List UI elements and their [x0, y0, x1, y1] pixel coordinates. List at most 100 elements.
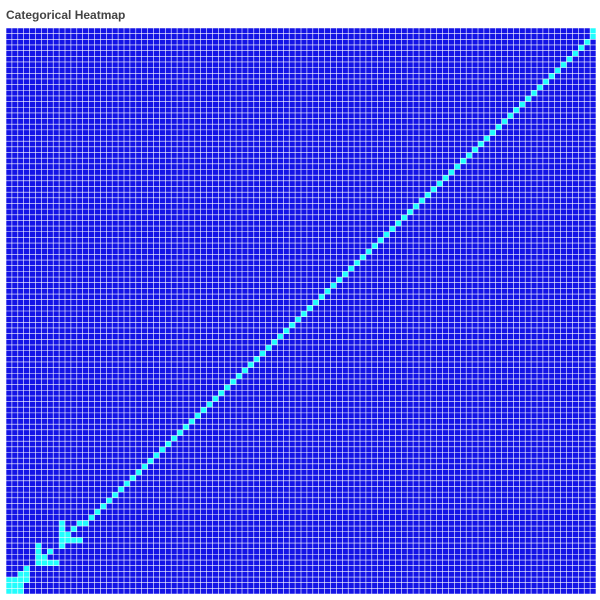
heatmap-highlight-cell [348, 265, 355, 272]
heatmap-highlight-cell [17, 588, 24, 594]
heatmap-highlight-cell [537, 84, 543, 91]
heatmap-highlight-cell [478, 141, 484, 147]
heatmap-highlight-cell [236, 373, 242, 379]
heatmap-highlight-cell [354, 260, 360, 266]
heatmap-highlight-cell [371, 243, 378, 249]
heatmap-highlight-cell [342, 271, 349, 278]
heatmap-highlight-cell [17, 577, 24, 583]
heatmap-highlight-cell [35, 554, 42, 561]
heatmap-highlight-cell [430, 186, 437, 193]
heatmap-highlight-cell [147, 458, 154, 464]
heatmap-highlight-cell [65, 531, 71, 538]
heatmap-highlight-cell [301, 311, 307, 317]
heatmap-highlight-cell [88, 514, 95, 521]
heatmap-highlight-cell [171, 435, 178, 442]
heatmap-highlight-cell [17, 582, 24, 589]
heatmap-highlight-cell [11, 588, 18, 594]
heatmap-highlight-cell [548, 73, 555, 79]
heatmap-highlight-cell [578, 44, 585, 51]
heatmap-highlight-cell [59, 531, 65, 538]
heatmap-highlight-cell [183, 424, 189, 430]
heatmap-highlight-cell [247, 361, 254, 368]
heatmap-highlight-cell [6, 577, 12, 583]
heatmap-highlight-cell [11, 577, 18, 583]
heatmap-highlight-cell [472, 146, 478, 153]
heatmap-highlight-cell [6, 588, 12, 594]
heatmap-highlight-cell [483, 135, 490, 142]
heatmap-highlight-cell [41, 560, 48, 566]
heatmap-highlight-cell [59, 543, 65, 549]
heatmap-highlight-cell [59, 537, 65, 544]
heatmap-highlight-cell [454, 163, 461, 170]
heatmap-highlight-cell [460, 158, 467, 164]
heatmap-highlight-cell [153, 452, 160, 459]
heatmap-highlight-cell [124, 480, 130, 487]
chart-title: Categorical Heatmap [6, 8, 126, 22]
heatmap-highlight-cell [389, 226, 396, 232]
heatmap-highlight-cell [424, 192, 431, 198]
heatmap-highlight-cell [330, 282, 337, 289]
heatmap-highlight-cell [177, 429, 183, 436]
heatmap-highlight-cell [212, 395, 219, 402]
heatmap-highlight-cell [159, 446, 166, 453]
heatmap-highlight-cell [194, 412, 201, 419]
heatmap-gridlines [5, 27, 597, 595]
heatmap-highlight-cell [542, 78, 549, 85]
heatmap-highlight-cell [531, 90, 537, 96]
heatmap-highlight-cell [560, 61, 567, 68]
heatmap-highlight-cell [277, 333, 284, 340]
heatmap-highlight-cell [118, 486, 124, 493]
heatmap-highlight-cell [413, 203, 419, 210]
heatmap-highlight-cell [141, 463, 148, 470]
heatmap-highlight-cell [59, 520, 65, 527]
heatmap-highlight-cell [253, 356, 260, 362]
heatmap-highlight-cell [70, 526, 77, 532]
heatmap-highlight-cell [590, 33, 596, 40]
heatmap-highlight-cell [242, 367, 248, 374]
heatmap-highlight-cell [312, 299, 319, 306]
heatmap-highlight-cell [106, 497, 113, 504]
heatmap-highlight-cell [501, 118, 508, 125]
heatmap-highlight-cell [165, 441, 172, 447]
heatmap-highlight-cell [6, 582, 12, 589]
heatmap-highlight-cell [283, 327, 290, 334]
heatmap-highlight-cell [590, 28, 596, 34]
heatmap-highlight-cell [377, 237, 384, 244]
heatmap-highlight-cell [554, 67, 561, 74]
heatmap-highlight-cell [23, 571, 30, 578]
heatmap-highlight-cell [218, 390, 225, 396]
heatmap-highlight-cell [200, 407, 207, 413]
heatmap-highlight-cell [395, 220, 402, 227]
heatmap-highlight-cell [507, 112, 514, 119]
heatmap-highlight-cell [306, 305, 313, 311]
heatmap-highlight-cell [11, 582, 18, 589]
heatmap-highlight-cell [407, 209, 414, 215]
heatmap-highlight-cell [489, 129, 496, 136]
heatmap-highlight-cell [383, 231, 390, 238]
heatmap-highlight-cell [495, 124, 502, 130]
heatmap-highlight-cell [23, 577, 30, 583]
heatmap-highlight-cell [295, 316, 301, 323]
heatmap-highlight-cell [82, 520, 89, 527]
heatmap-highlight-cell [230, 378, 237, 385]
heatmap-highlight-cell [519, 101, 526, 108]
heatmap-highlight-cell [53, 560, 60, 566]
heatmap-highlight-cell [206, 401, 213, 408]
heatmap-highlight-cell [513, 107, 520, 113]
heatmap-highlight-cell [35, 548, 42, 555]
heatmap-highlight-cell [47, 548, 54, 555]
heatmap-highlight-cell [572, 50, 579, 57]
heatmap-highlight-cell [65, 537, 71, 544]
heatmap-highlight-cell [94, 509, 101, 515]
heatmap-highlight-cell [289, 322, 296, 328]
heatmap-highlight-cell [401, 214, 408, 221]
heatmap-highlight-cell [466, 152, 473, 159]
heatmap-highlight-cell [35, 560, 42, 566]
heatmap-highlight-cell [100, 503, 107, 510]
heatmap-highlight-cell [76, 520, 83, 527]
heatmap-highlight-cell [442, 175, 449, 181]
heatmap-highlight-cell [259, 350, 266, 357]
heatmap-highlight-cell [324, 288, 331, 295]
heatmap-highlight-cell [318, 294, 325, 300]
